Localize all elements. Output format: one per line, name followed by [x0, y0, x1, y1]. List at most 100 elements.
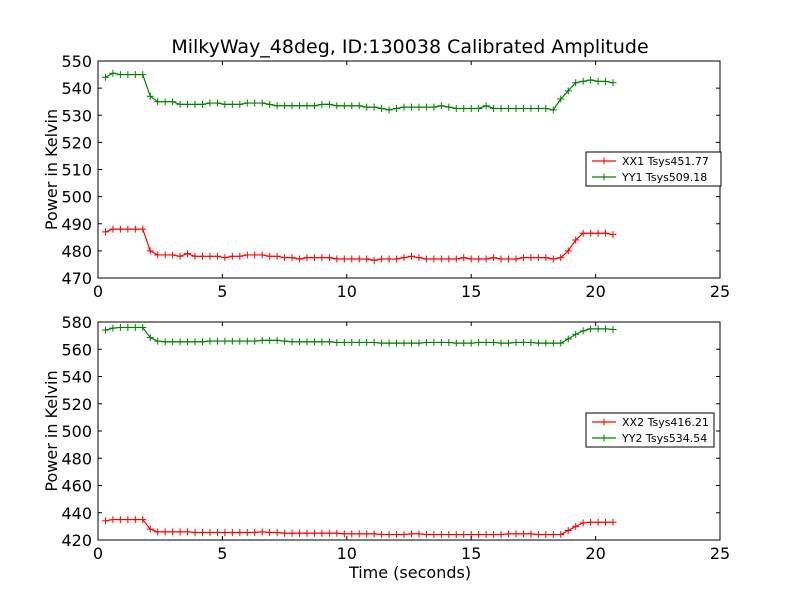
data-point-p1-0-22: [266, 529, 274, 537]
data-point-p0-1-14: [206, 99, 214, 107]
data-point-p1-0-28: [310, 529, 318, 537]
x-tick-label-p1-0: 0: [93, 544, 103, 563]
data-point-p0-1-19: [243, 99, 251, 107]
data-point-p1-0-55: [512, 530, 520, 538]
data-point-p0-0-16: [221, 254, 229, 262]
legend-p0: XX1 Tsys451.77 YY1 Tsys509.18: [585, 151, 722, 187]
data-point-p1-1-34: [355, 338, 363, 346]
data-point-p1-0-52: [490, 531, 498, 539]
data-point-p1-1-35: [363, 338, 371, 346]
data-point-p0-1-11: [184, 100, 192, 108]
y-tick-label-p0-3: 500: [61, 188, 92, 207]
data-point-p0-1-2: [116, 71, 124, 79]
x-tick-label-p1-4: 20: [585, 544, 605, 563]
data-point-p1-0-31: [333, 529, 341, 537]
data-point-p1-0-58: [534, 531, 542, 539]
data-point-p0-1-9: [169, 98, 177, 106]
data-point-p1-1-16: [221, 337, 229, 345]
data-point-p0-1-67: [602, 77, 610, 85]
data-point-p0-0-35: [363, 255, 371, 263]
data-point-p1-1-66: [594, 325, 602, 333]
data-point-p1-1-58: [534, 339, 542, 347]
data-point-p0-1-33: [348, 102, 356, 110]
data-point-p0-1-39: [393, 104, 401, 112]
data-point-p0-1-49: [467, 104, 475, 112]
data-point-p0-1-32: [340, 102, 348, 110]
data-point-p1-1-54: [505, 339, 513, 347]
chart-title: MilkyWay_48deg, ID:130038 Calibrated Amp…: [171, 36, 648, 58]
data-point-p0-0-17: [228, 252, 236, 260]
data-point-p0-0-62: [564, 247, 572, 255]
data-point-p1-0-35: [363, 530, 371, 538]
data-point-p1-0-26: [296, 529, 304, 537]
data-point-p1-1-10: [176, 338, 184, 346]
data-point-p1-1-29: [318, 338, 326, 346]
data-point-p0-0-40: [400, 254, 408, 262]
data-point-p0-1-68: [609, 79, 617, 87]
data-point-p1-0-54: [505, 530, 513, 538]
y-tick-label-p0-7: 540: [61, 79, 92, 98]
y-tick-label-p1-7: 560: [61, 340, 92, 359]
data-point-p0-1-29: [318, 100, 326, 108]
data-point-p1-0-15: [213, 529, 221, 537]
data-point-p1-1-25: [288, 338, 296, 346]
data-point-p1-1-15: [213, 337, 221, 345]
data-point-p0-0-44: [430, 255, 438, 263]
data-point-p0-1-64: [579, 77, 587, 85]
data-point-p1-1-67: [602, 325, 610, 333]
data-point-p0-0-43: [422, 255, 430, 263]
series-p1-0: [101, 516, 617, 539]
data-point-p0-1-51: [482, 102, 490, 110]
data-point-p0-0-1: [109, 225, 117, 233]
data-point-p1-1-0: [101, 326, 109, 334]
data-point-p1-1-12: [191, 338, 199, 346]
legend-marker-p0-1: [600, 173, 608, 181]
data-point-p1-0-63: [572, 522, 580, 530]
data-point-p1-0-13: [198, 529, 206, 537]
x-tick-label-p0-1: 5: [217, 282, 227, 301]
data-point-p1-0-19: [243, 529, 251, 537]
data-point-p0-0-34: [355, 255, 363, 263]
data-point-p0-1-25: [288, 102, 296, 110]
data-point-p1-1-2: [116, 323, 124, 331]
data-point-p0-0-57: [527, 254, 535, 262]
x-tick-label-p1-5: 25: [710, 544, 730, 563]
data-point-p0-1-3: [124, 71, 132, 79]
data-point-p1-1-5: [139, 323, 147, 331]
data-point-p1-1-45: [437, 338, 445, 346]
data-point-p0-1-52: [490, 104, 498, 112]
x-tick-label-p1-1: 5: [217, 544, 227, 563]
data-point-p0-1-4: [131, 71, 139, 79]
data-point-p1-0-29: [318, 529, 326, 537]
data-point-p1-0-51: [482, 531, 490, 539]
y-tick-label-p0-4: 510: [61, 161, 92, 180]
data-point-p0-0-63: [572, 236, 580, 244]
data-point-p0-1-57: [527, 104, 535, 112]
data-point-p1-1-41: [407, 339, 415, 347]
data-point-p1-0-10: [176, 528, 184, 536]
data-point-p0-0-37: [378, 255, 386, 263]
data-point-p0-1-40: [400, 103, 408, 111]
data-point-p1-1-68: [609, 325, 617, 333]
data-point-p0-1-34: [355, 102, 363, 110]
data-point-p1-0-50: [475, 531, 483, 539]
data-point-p1-0-56: [519, 530, 527, 538]
y-tick-label-p1-5: 520: [61, 395, 92, 414]
data-point-p0-1-13: [198, 100, 206, 108]
data-point-p1-0-46: [445, 531, 453, 539]
data-point-p1-1-39: [393, 339, 401, 347]
data-point-p1-0-20: [251, 529, 259, 537]
data-point-p0-1-10: [176, 100, 184, 108]
data-point-p0-1-42: [415, 103, 423, 111]
data-point-p0-1-53: [497, 104, 505, 112]
series-p0-1: [101, 69, 617, 114]
data-point-p0-1-62: [564, 87, 572, 95]
data-point-p0-0-19: [243, 251, 251, 259]
data-point-p0-0-55: [512, 255, 520, 263]
data-point-p0-1-36: [370, 103, 378, 111]
data-point-p0-0-60: [549, 255, 557, 263]
data-point-p1-0-21: [258, 528, 266, 536]
data-point-p0-1-55: [512, 104, 520, 112]
data-point-p1-0-33: [348, 530, 356, 538]
data-point-p0-0-32: [340, 255, 348, 263]
